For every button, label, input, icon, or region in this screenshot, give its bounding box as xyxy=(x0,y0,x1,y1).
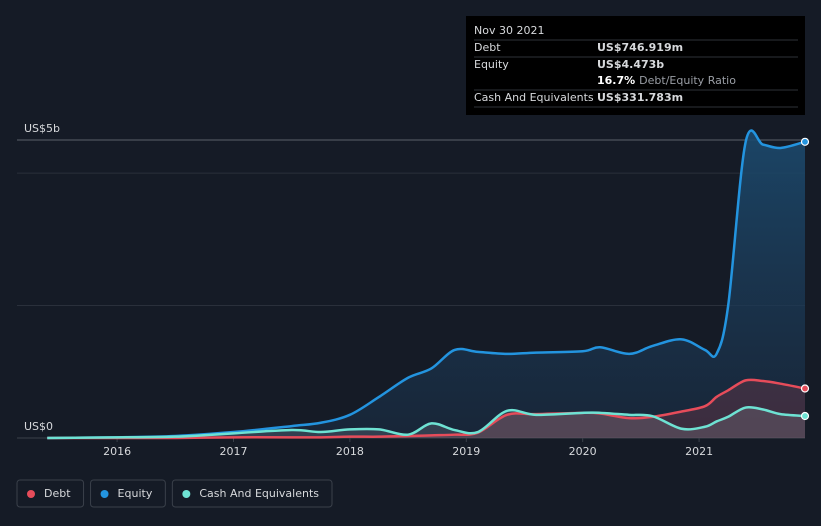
x-tick-label: 2017 xyxy=(219,445,247,458)
legend-box xyxy=(90,479,166,508)
end-marker xyxy=(800,384,810,393)
y-tick-label: US$0 xyxy=(24,420,53,433)
tooltip: Nov 30 2021 Debt US$746.919m Equity US$4.473… xyxy=(466,16,805,115)
legend-box xyxy=(171,479,333,508)
y-tick-label: US$5b xyxy=(24,122,60,135)
x-tick-label: 2018 xyxy=(336,445,364,458)
legend-label: Cash And Equivalents xyxy=(199,487,319,500)
area xyxy=(47,130,805,438)
line xyxy=(47,405,806,440)
legend-swatch xyxy=(27,490,35,498)
tooltip-date: Nov 30 2021 xyxy=(474,24,544,37)
ratio-label: Debt/Equity Ratio xyxy=(639,74,736,87)
legend-box xyxy=(16,479,85,508)
tooltip-value: US$331.783m xyxy=(597,91,683,104)
line xyxy=(47,378,806,440)
x-tick-label: 2019 xyxy=(452,445,480,458)
tooltip-ratio: 16.7% Debt/Equity Ratio xyxy=(597,74,736,87)
tooltip-bg xyxy=(466,16,805,115)
tooltip-value: US$746.919m xyxy=(597,41,683,54)
legend-label: Debt xyxy=(44,487,71,500)
legend-swatch xyxy=(100,490,109,498)
x-tick-label: 2020 xyxy=(569,445,597,458)
ratio-value: 16.7% xyxy=(597,74,635,87)
legend-label: Equity xyxy=(118,487,153,500)
line xyxy=(47,129,806,440)
tooltip-label: Debt xyxy=(474,41,501,54)
tooltip-value: US$4.473b xyxy=(597,58,664,71)
legend-item[interactable]: Equity xyxy=(90,479,166,508)
end-marker xyxy=(800,411,810,421)
x-tick-label: 2016 xyxy=(103,445,131,458)
area xyxy=(47,379,805,439)
tooltip-label: Equity xyxy=(474,58,509,71)
end-marker xyxy=(800,137,810,146)
legend-item[interactable]: Cash And Equivalents xyxy=(171,479,333,508)
tooltip-label: Cash And Equivalents xyxy=(474,91,594,104)
x-tick-label: 2021 xyxy=(685,445,713,458)
legend-item[interactable]: Debt xyxy=(16,479,85,508)
legend-swatch xyxy=(182,490,191,498)
